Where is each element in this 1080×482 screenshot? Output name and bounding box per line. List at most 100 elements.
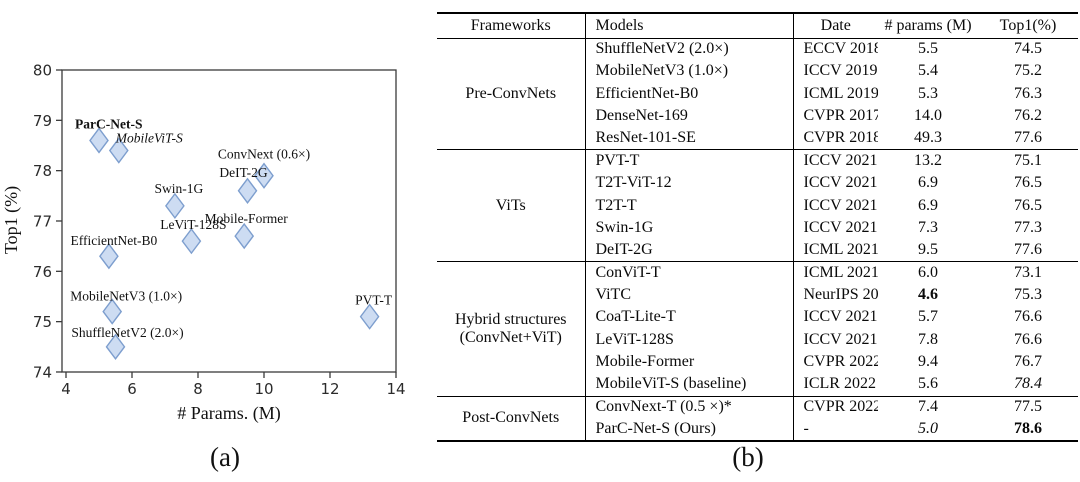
cell-params: 6.9 [918,174,938,192]
table-row: MobileNetV3 (1.0×) ICCV 2019 5.4 75.2 [437,60,1078,83]
panel-b-table: Frameworks Models Date # params (M) Top1… [437,12,1078,443]
results-table-body: Pre-ConvNets ShuffleNetV2 (2.0×) ECCV 2018… [437,38,1078,442]
cell-top1: 76.5 [1014,174,1042,192]
framework-cell: ViTs [437,149,586,263]
cell-model: DeIT-2G [585,239,794,263]
header-models: Models [585,13,794,39]
cell-date: ECCV 2018 [803,40,879,58]
framework-label: Post-ConvNets [462,409,560,427]
cell-params: 5.5 [918,40,938,58]
cell-top1: 77.6 [978,127,1078,151]
cell-params: 14.0 [914,106,942,124]
cell-model: PVT-T [585,149,794,173]
x-tick-label: 10 [254,380,273,398]
scatter-point-label: MobileNetV3 (1.0×) [70,289,182,304]
table-row: ResNet-101-SE CVPR 2018 49.3 77.6 [437,127,1078,151]
cell-date: ICML 2021 [793,239,878,263]
cell-top1: 77.3 [1014,218,1042,236]
cell-date: ICCV 2021 [803,174,878,192]
cell-top1: 78.4 [978,373,1078,397]
cell-top1: 75.3 [1014,286,1042,304]
cell-date: ICML 2021 [803,263,879,281]
cell-date: - [793,418,878,442]
table-row: Swin-1G ICCV 2021 7.3 77.3 [437,217,1078,240]
results-table: Frameworks Models Date # params (M) Top1… [437,12,1078,443]
cell-model: MobileNetV3 (1.0×) [585,60,794,83]
scatter-point-label: EfficientNet-B0 [71,233,158,248]
table-row: MobileViT-S (baseline) ICLR 2022 5.6 78.4 [437,373,1078,397]
scatter-point-label: ShuffleNetV2 (2.0×) [71,325,183,340]
y-tick-label: 80 [33,62,52,80]
scatter-point-diamond-icon [181,227,202,255]
x-axis-label: # Params. (M) [177,403,280,424]
cell-top1: 73.1 [1014,263,1042,281]
cell-top1: 77.6 [978,239,1078,263]
cell-date: ICCV 2021 [803,330,878,348]
y-tick-label: 74 [33,363,52,381]
table-row: Hybrid structures (ConvNet+ViT) ConViT-T IC… [437,261,1078,397]
cell-model: ConViT-T [585,261,794,285]
x-tick-label: 12 [320,380,339,398]
cell-params: 13.2 [914,152,942,169]
scatter-point-diamond-icon [105,333,126,360]
table-row: T2T-T ICCV 2021 6.9 76.5 [437,194,1078,218]
x-tick-label: 4 [61,380,71,398]
cell-top1: 77.5 [1014,398,1042,416]
table-row: CoaT-Lite-T ICCV 2021 5.7 76.6 [437,306,1078,330]
table-row: ViTs PVT-T ICCV 2021 13.2 75.1 [437,149,1078,263]
cell-params: 49.3 [878,127,978,151]
table-row: DenseNet-169 CVPR 2017 14.0 76.2 [437,105,1078,128]
cell-params: 5.6 [878,373,978,397]
cell-model: MobileViT-S (baseline) [585,373,794,397]
cell-model: ResNet-101-SE [585,127,794,151]
cell-params: 7.3 [918,218,938,236]
cell-top1: 75.1 [1014,152,1042,169]
x-tick-label: 8 [193,380,203,398]
scatter-point-label: Swin-1G [155,181,204,196]
caption-b: (b) [732,442,764,472]
scatter-point-diamond-icon [108,137,129,164]
cell-model: ShuffleNetV2 (2.0×) [585,38,794,61]
scatter-point-label: ConvNext (0.6×) [218,147,310,162]
cell-params: 7.4 [918,398,938,416]
cell-date: ICCV 2021 [803,152,878,169]
framework-cell: Hybrid structures (ConvNet+ViT) [437,261,586,397]
cell-model: Swin-1G [585,217,794,240]
header-frameworks: Frameworks [437,13,586,39]
y-tick-label: 75 [33,313,52,331]
cell-model: CoaT-Lite-T [585,306,794,330]
cell-model: ParC-Net-S (Ours) [585,418,794,442]
cell-params: 6.9 [918,196,938,214]
scatter-point-label: DeIT-2G [219,165,267,180]
cell-top1: 76.7 [1014,353,1042,371]
cell-date: NeurIPS 2021 [803,286,879,304]
cell-date: ICCV 2019 [803,62,878,80]
cell-date: ICCV 2021 [803,308,878,326]
cell-params: 5.3 [918,84,938,102]
scatter-point-label: PVT-T [355,293,393,308]
scatter-point-diamond-icon [359,303,380,330]
panel-a-scatter: 4 6 8 10 12 14 74 75 76 77 78 79 80 ParC-Net-S Mobile… [0,0,440,482]
cell-params: 7.8 [918,330,938,348]
cell-top1: 76.3 [1014,84,1042,102]
cell-model: EfficientNet-B0 [585,82,794,106]
cell-date: CVPR 2022 [803,353,879,371]
cell-date: ICML 2019 [803,84,879,102]
cell-params: 4.6 [918,286,938,304]
scatter-point-diamond-icon [237,177,258,204]
scatter-point-diamond-icon [165,192,185,220]
table-row: Pre-ConvNets ShuffleNetV2 (2.0×) ECCV 2018… [437,38,1078,151]
cell-model: Mobile-Former [585,351,794,374]
framework-label: (ConvNet+ViT) [459,329,562,347]
scatter-point-diamond-icon [89,127,109,154]
scatter-point-label: MobileViT-S [115,131,183,146]
y-tick-label: 76 [33,263,52,281]
cell-params: 9.4 [918,353,938,371]
cell-model: DenseNet-169 [585,105,794,128]
cell-date: ICCV 2021 [803,218,878,236]
scatter-point-label: LeViT-128S [160,217,226,232]
scatter-point-diamond-icon [99,243,119,270]
header-top1: Top1(%) [978,13,1078,39]
